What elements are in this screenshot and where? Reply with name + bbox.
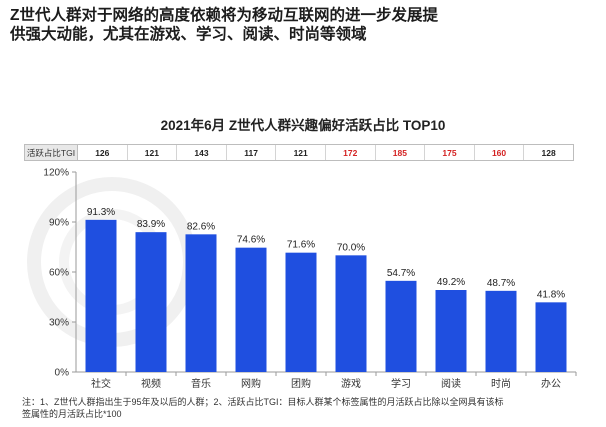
y-tick-label: 30% (49, 318, 69, 329)
bar (235, 247, 267, 372)
headline-line-2: 供强大动能，尤其在游戏、学习、阅读、时尚等领域 (10, 26, 367, 43)
footnote-line-1: 注：1、Z世代人群指出生于95年及以后的人群；2、活跃占比TGI：目标人群某个标… (22, 397, 504, 407)
bar (535, 302, 567, 372)
bar-value-label: 74.6% (237, 235, 265, 246)
bar-value-label: 91.3% (87, 207, 115, 218)
bar (435, 290, 467, 372)
bar (385, 280, 417, 372)
x-category-label: 时尚 (491, 377, 511, 390)
bar (185, 234, 217, 372)
x-category-label: 办公 (541, 377, 561, 390)
tgi-value-cell: 175 (425, 145, 475, 160)
tgi-value-cell: 121 (276, 145, 326, 160)
x-category-label: 学习 (391, 377, 411, 390)
x-category-label: 社交 (91, 377, 111, 390)
tgi-value-cell: 117 (227, 145, 277, 160)
bar-value-label: 83.9% (137, 219, 165, 230)
bar-value-label: 54.7% (387, 268, 415, 279)
x-category-label: 游戏 (341, 377, 361, 390)
y-tick-label: 120% (43, 168, 69, 179)
tgi-value-cell: 185 (376, 145, 426, 160)
bar-value-label: 71.6% (287, 240, 315, 251)
tgi-value-cell: 172 (326, 145, 376, 160)
headline: Z世代人群对于网络的高度依赖将为移动互联网的进一步发展提 供强大动能，尤其在游戏… (10, 6, 530, 44)
tgi-values: 126 121 143 117 121 172 185 175 160 128 (78, 145, 573, 160)
bar (85, 219, 117, 372)
x-category-label: 团购 (291, 377, 311, 390)
x-category-label: 网购 (241, 377, 261, 390)
bar (135, 232, 167, 372)
chart-title: 2021年6月 Z世代人群兴趣偏好活跃占比 TOP10 (160, 118, 446, 133)
headline-line-1: Z世代人群对于网络的高度依赖将为移动互联网的进一步发展提 (10, 7, 438, 24)
bar-value-label: 49.2% (437, 277, 465, 288)
x-category-label: 音乐 (191, 377, 211, 390)
y-tick-label: 60% (49, 268, 69, 279)
bar (485, 290, 517, 372)
bar-value-label: 70.0% (337, 242, 365, 253)
bar (285, 252, 317, 372)
bar-value-label: 48.7% (487, 278, 515, 289)
tgi-value-cell: 128 (541, 147, 556, 158)
x-category-label: 视频 (141, 377, 161, 390)
x-category-label: 阅读 (441, 377, 461, 390)
tgi-value-cell: 121 (128, 145, 178, 160)
y-tick-label: 0% (55, 368, 70, 379)
tgi-value-cell: 143 (177, 145, 227, 160)
footnote: 注：1、Z世代人群指出生于95年及以后的人群；2、活跃占比TGI：目标人群某个标… (22, 396, 582, 420)
tgi-value-cell: 126 (78, 145, 128, 160)
y-tick-label: 90% (49, 218, 69, 229)
tgi-value-cell: 160 (475, 145, 525, 160)
footnote-line-2: 签属性的月活跃占比*100 (22, 409, 122, 419)
bar-value-label: 41.8% (537, 289, 565, 300)
tgi-table: 活跃占比TGI 126 121 143 117 121 172 185 175 160 128 (24, 144, 574, 161)
bar (335, 255, 367, 372)
bar-value-label: 82.6% (187, 221, 215, 232)
tgi-row-label: 活跃占比TGI (25, 145, 78, 160)
